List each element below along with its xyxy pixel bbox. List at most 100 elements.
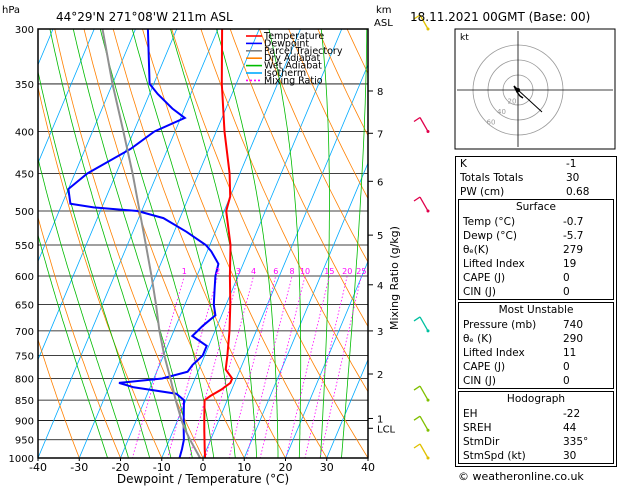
- wet-adiabat-line: [49, 29, 172, 458]
- mixing-ratio-label: 20: [342, 267, 352, 276]
- km-tick-label: 7: [377, 129, 383, 140]
- temp-tick-label: -30: [70, 461, 88, 474]
- mixing-ratio-line: [259, 275, 306, 458]
- dry-adiabat-line: [38, 338, 80, 458]
- most-unstable-row: θₑ (K) 290: [459, 332, 613, 346]
- dry-adiabat-line: [112, 29, 286, 458]
- x-axis-label: Dewpoint / Temperature (°C): [117, 472, 289, 486]
- pressure-tick-label: 850: [15, 396, 34, 407]
- surface-row: Lifted Index 19: [459, 257, 613, 271]
- surface-row: θₑ(K) 279: [459, 243, 613, 257]
- dry-adiabat-line: [258, 29, 368, 263]
- isotherm-line: [38, 29, 54, 66]
- most-unstable-row: CIN (J) 0: [459, 374, 613, 388]
- hodograph-stat-value: 335°: [563, 436, 589, 448]
- hodograph-stat-label: StmDir: [463, 436, 500, 448]
- km-unit-label: km: [376, 5, 392, 16]
- mixing-ratio-labels: 1 2 3 4 6 8 10 15 20 25: [182, 267, 367, 276]
- wet-adiabat-line: [72, 29, 193, 458]
- pressure-tick-label: 550: [15, 241, 34, 252]
- km-tick-label: 2: [377, 370, 383, 381]
- wind-barb: [419, 117, 429, 132]
- surface-value: -5.7: [563, 230, 584, 242]
- legend-label: Parcel Trajectory: [264, 46, 343, 57]
- legend-label: Dry Adiabat: [264, 53, 321, 64]
- hodograph-ring-label: 40: [497, 108, 506, 116]
- surface-label: CIN (J): [463, 286, 496, 298]
- index-row: PW (cm) 0.68: [456, 185, 616, 199]
- km-tick-label: LCL: [377, 424, 396, 435]
- hodograph-trace: [513, 85, 524, 99]
- index-label: Totals Totals: [460, 172, 524, 184]
- most-unstable-row: Pressure (mb) 740: [459, 318, 613, 332]
- wind-barb-dot: [426, 27, 430, 31]
- wind-barb: [419, 14, 429, 30]
- km-tick-label: 5: [377, 231, 383, 242]
- isotherm-line: [38, 29, 136, 263]
- indices-panel: K -1 Totals Totals 30 PW (cm) 0.68 Surface Te…: [455, 156, 617, 467]
- hodograph-stat-label: SREH: [463, 422, 492, 434]
- wind-barb-dot: [426, 456, 430, 460]
- hodograph-stat-value: 44: [563, 422, 577, 434]
- dry-adiabat-line: [200, 29, 368, 393]
- surface-value: 0: [563, 286, 570, 298]
- temp-tick-label: 40: [361, 461, 375, 474]
- most-unstable-title: Most Unstable: [498, 304, 574, 316]
- most-unstable-value: 0: [563, 361, 570, 373]
- most-unstable-value: 0: [563, 375, 570, 387]
- hodograph-frame: [454, 28, 616, 150]
- mixing-ratio-line: [188, 275, 239, 458]
- pressure-tick-label: 700: [15, 327, 34, 338]
- series-parcel-trajectory: [101, 29, 201, 458]
- dry-adiabat-line: [142, 29, 328, 458]
- wind-barb-dot: [426, 329, 430, 333]
- hodograph-stat-row: EH -22: [459, 407, 613, 421]
- hodograph-stat-row: StmDir 335°: [459, 435, 613, 449]
- surface-value: 0: [563, 272, 570, 284]
- hodograph-title: Hodograph: [506, 393, 566, 405]
- temp-tick-label: 0: [200, 461, 207, 474]
- most-unstable-label: θₑ (K): [463, 333, 493, 345]
- pressure-tick-label: 1000: [9, 454, 34, 465]
- indices-rows: K -1 Totals Totals 30 PW (cm) 0.68: [456, 157, 616, 199]
- mixing-ratio-line: [285, 275, 330, 458]
- wet-adiabat-line: [99, 29, 215, 458]
- wind-barb-feather: [413, 116, 421, 123]
- pressure-tick-label: 800: [15, 374, 34, 385]
- chart-axes: 1 2 3 4 6 8 10 15 20 2530035040045050055060065070…: [2, 5, 401, 486]
- hodograph-stat-value: -22: [563, 408, 581, 420]
- dry-adiabat-line: [38, 215, 121, 458]
- most-unstable-label: Pressure (mb): [463, 319, 537, 331]
- mixing-ratio-line: [304, 275, 348, 458]
- most-unstable-value: 290: [563, 333, 584, 345]
- surface-value: 279: [563, 244, 584, 256]
- hodograph-stat-label: StmSpd (kt): [463, 450, 526, 462]
- hodograph-ring-label: 60: [487, 119, 496, 127]
- most-unstable-section: Most Unstable Pressure (mb) 740 θₑ (K) 290 L…: [458, 302, 614, 389]
- temp-tick-label: 20: [279, 461, 293, 474]
- temp-tick-label: 10: [237, 461, 251, 474]
- mixing-ratio-label: 8: [290, 267, 295, 276]
- series-temperature: [203, 29, 234, 458]
- wind-barbs: [413, 14, 430, 460]
- km-tick-label: 4: [377, 281, 383, 292]
- km-tick-label: 1: [377, 414, 383, 425]
- isotherm-line: [38, 29, 219, 458]
- mixing-ratio-line: [205, 275, 254, 458]
- wet-adiabat-line: [170, 29, 258, 458]
- mixing-ratio-label: 15: [324, 267, 334, 276]
- temp-tick-label: -40: [29, 461, 47, 474]
- isotherm-line: [78, 29, 260, 458]
- surface-row: CIN (J) 0: [459, 285, 613, 299]
- isotherm-line: [285, 260, 368, 458]
- km-tick-label: 3: [377, 327, 383, 338]
- isotherm-line: [161, 29, 343, 458]
- mixing-ratio-line: [228, 275, 277, 458]
- surface-label: CAPE (J): [463, 272, 506, 284]
- hodograph-origin: [516, 88, 520, 92]
- km-tick-label: 6: [377, 177, 383, 188]
- wind-barb: [419, 443, 429, 459]
- legend-label: Wet Adiabat: [264, 61, 322, 72]
